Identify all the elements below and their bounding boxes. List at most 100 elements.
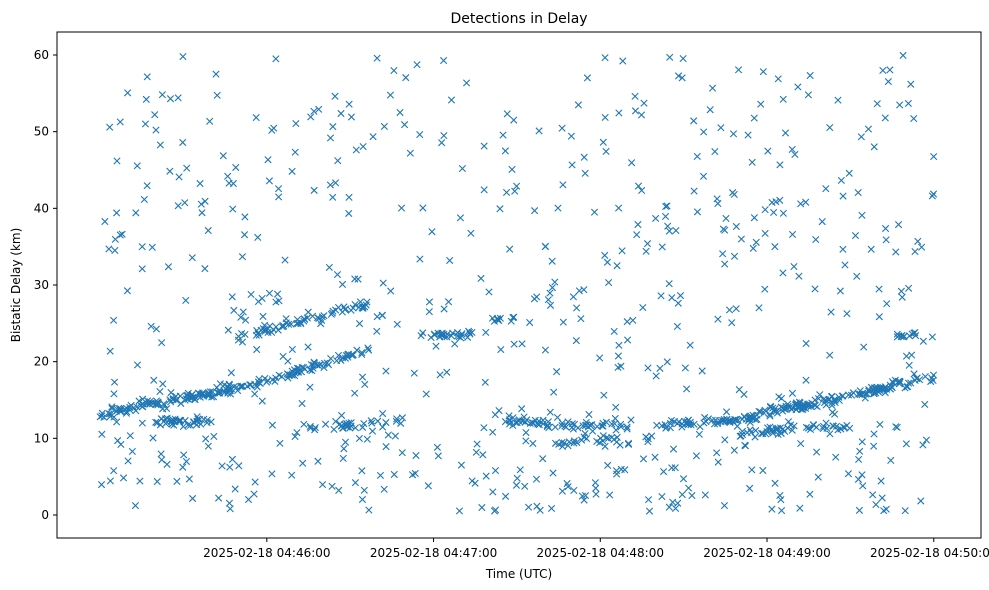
data-point-clutter (645, 507, 654, 515)
data-point-track-c (338, 354, 347, 362)
data-point-clutter (583, 74, 592, 82)
data-point-track-c (236, 383, 245, 391)
data-point-clutter (658, 243, 666, 251)
data-point-clutter (539, 455, 547, 463)
data-point-clutter (592, 490, 600, 498)
data-point-clutter (828, 401, 836, 409)
data-point-clutter (841, 261, 849, 269)
data-point-clutter (700, 128, 708, 136)
data-point-clutter (298, 399, 306, 408)
data-point-clutter (173, 477, 181, 485)
data-point-clutter (499, 131, 507, 139)
data-point-clutter (382, 443, 390, 451)
data-point-clutter (559, 181, 567, 189)
data-point-track-g (564, 418, 572, 426)
data-point-clutter (477, 274, 485, 282)
data-point-clutter (797, 200, 805, 208)
data-point-track-j (769, 429, 777, 437)
data-point-clutter (666, 53, 674, 61)
data-point-clutter (812, 235, 820, 244)
data-point-clutter (182, 296, 190, 305)
data-point-track-e (458, 330, 466, 338)
data-point-clutter (202, 435, 210, 443)
data-point-track-i (810, 401, 819, 409)
data-point-clutter (902, 440, 910, 448)
data-point-track-i (838, 392, 846, 400)
data-point-track-i (766, 410, 774, 418)
data-point-clutter (899, 51, 907, 59)
data-point-clutter (854, 188, 862, 197)
data-point-clutter (572, 337, 580, 345)
data-point-clutter (907, 80, 915, 88)
data-point-track-a (160, 401, 169, 409)
data-point-track-l (368, 419, 376, 427)
data-point-clutter (729, 130, 738, 138)
data-point-track-f (521, 418, 529, 426)
data-point-clutter (722, 408, 731, 416)
data-point-track-e (430, 331, 439, 339)
data-point-clutter (851, 231, 860, 240)
data-point-track-c (333, 357, 341, 365)
data-point-clutter (152, 126, 160, 134)
data-point-track-i (870, 388, 879, 396)
data-point-track-j (832, 422, 841, 430)
data-point-clutter (373, 54, 381, 62)
data-point-track-b (294, 319, 302, 328)
data-point-clutter (124, 457, 132, 465)
data-point-clutter (478, 503, 486, 512)
data-point-clutter (341, 438, 350, 446)
data-point-clutter (548, 284, 556, 292)
data-point-clutter (440, 305, 448, 313)
data-point-clutter (870, 143, 878, 151)
data-point-clutter (877, 477, 885, 485)
data-point-clutter (273, 290, 282, 298)
data-point-clutter (206, 117, 214, 125)
data-point-clutter (897, 287, 905, 295)
data-point-clutter (473, 440, 481, 448)
data-point-clutter (251, 390, 259, 398)
data-point-clutter (215, 494, 223, 502)
data-point-clutter (219, 152, 227, 160)
data-point-clutter (157, 450, 165, 458)
data-point-track-l (398, 414, 407, 422)
data-point-clutter (467, 229, 475, 237)
x-tick-label: 2025-02-18 04:49:00 (703, 546, 830, 560)
data-point-clutter (929, 190, 938, 198)
data-point-clutter (734, 66, 743, 74)
data-point-clutter (914, 237, 922, 245)
data-point-clutter (138, 419, 146, 427)
data-point-clutter (619, 57, 627, 65)
data-point-track-c (243, 382, 251, 390)
data-point-track-n (555, 440, 563, 448)
data-point-track-i (895, 377, 903, 385)
data-point-clutter (345, 100, 353, 108)
data-point-clutter (930, 152, 938, 161)
data-point-clutter (755, 304, 763, 312)
data-point-clutter (113, 418, 121, 426)
data-point-clutter (644, 496, 653, 504)
data-point-clutter (268, 470, 276, 478)
data-point-clutter (764, 147, 772, 155)
data-point-clutter (788, 389, 797, 397)
data-point-clutter (345, 209, 353, 218)
data-point-clutter (725, 306, 734, 314)
data-point-clutter (174, 94, 182, 102)
data-point-clutter (892, 248, 900, 256)
data-point-clutter (354, 275, 362, 283)
data-point-clutter (106, 347, 114, 355)
data-point-clutter (136, 477, 144, 485)
data-point-clutter (360, 486, 368, 494)
data-point-clutter (113, 209, 121, 217)
data-point-clutter (796, 504, 804, 512)
data-point-track-n (558, 438, 566, 447)
data-point-clutter (581, 430, 589, 438)
data-point-clutter (333, 271, 342, 279)
data-point-clutter (195, 390, 203, 398)
data-point-track-a (135, 397, 143, 405)
data-point-clutter (858, 211, 866, 219)
data-point-clutter (457, 334, 465, 342)
data-point-clutter (117, 440, 125, 449)
data-point-clutter (639, 303, 647, 312)
data-point-track-l (379, 423, 387, 431)
data-point-clutter (361, 380, 369, 388)
